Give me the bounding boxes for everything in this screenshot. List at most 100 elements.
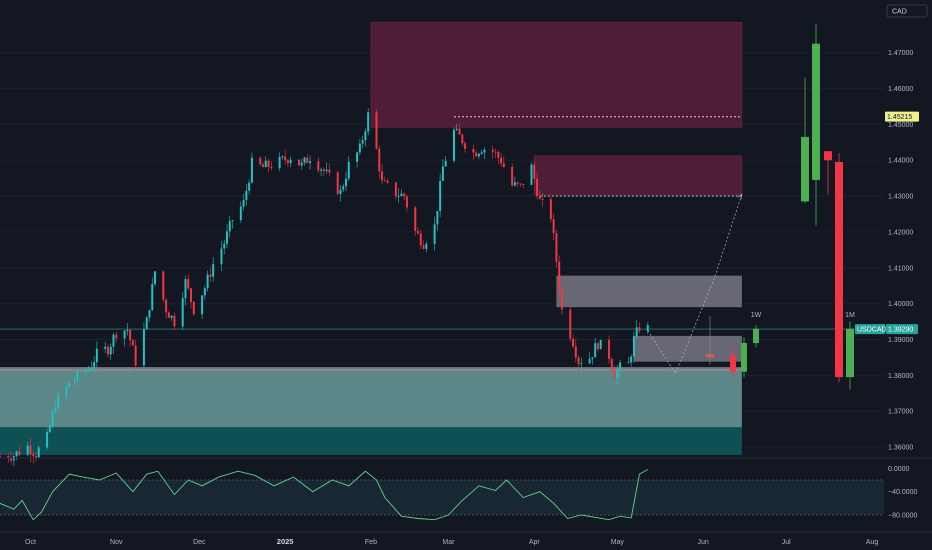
candle-body <box>441 166 444 181</box>
price-tick-label: 1.36000 <box>888 445 913 452</box>
candle-body <box>472 148 475 153</box>
candle-body <box>616 370 619 379</box>
neutral-zone <box>633 335 742 362</box>
candle-body <box>270 166 273 169</box>
candle-body <box>190 288 193 302</box>
candle-body <box>165 299 168 313</box>
candle-body <box>345 178 348 187</box>
candle-body <box>461 134 464 144</box>
rsi-pane <box>0 457 932 521</box>
candle-body <box>26 445 29 455</box>
candle-body <box>278 156 281 169</box>
candle-body <box>364 131 367 141</box>
candle-body <box>223 243 226 249</box>
time-tick-label: Oct <box>25 539 36 546</box>
candle-body <box>403 193 406 197</box>
demand-light-zone <box>0 368 742 428</box>
candle-body <box>187 279 190 289</box>
candle-body <box>320 169 323 171</box>
candle-body <box>201 295 204 315</box>
candle-body <box>18 451 21 455</box>
candle-body <box>383 180 386 182</box>
candle-body <box>162 271 165 300</box>
candle-body <box>569 309 572 339</box>
candle-body <box>444 160 447 167</box>
candle-body <box>325 169 328 172</box>
candle-body <box>184 279 187 299</box>
candle-body <box>76 371 79 381</box>
time-axis[interactable]: Oct Nov Dec 2025 Feb Mar Apr May Jun Jul Aug <box>0 531 932 546</box>
monthly-candle-body <box>801 136 809 202</box>
candle-body <box>400 193 403 197</box>
candle-body <box>109 346 112 355</box>
time-tick-label: 2025 <box>277 537 294 546</box>
time-tick-label: Mar <box>442 539 455 546</box>
candle-body <box>477 153 480 157</box>
weekly-candle-body <box>730 355 736 372</box>
candle-body <box>591 357 594 359</box>
candle-body <box>228 220 231 232</box>
candle-body <box>151 283 154 311</box>
price-tick-label: 1.37000 <box>888 409 913 416</box>
last-price-text: 1.39290 <box>888 327 913 334</box>
candle-body <box>167 312 170 318</box>
weekly-candles: 1W <box>730 312 762 379</box>
projection-arrow <box>737 193 743 200</box>
candle-body <box>70 382 73 384</box>
candle-body <box>422 245 425 249</box>
candle-body <box>336 172 339 195</box>
price-axis[interactable]: 1.47000 1.46000 1.45000 1.44000 1.43000 1.420… <box>888 50 917 519</box>
candle-body <box>596 343 599 350</box>
candle-body <box>322 169 325 172</box>
candle-body <box>381 171 384 181</box>
candle-body <box>502 163 505 167</box>
candle-body <box>500 157 503 164</box>
time-tick-label: Jul <box>782 539 791 546</box>
candle-body <box>170 315 173 318</box>
demand-dark-zone <box>0 427 742 455</box>
neutral-zone <box>556 275 742 308</box>
candle-body <box>455 128 458 130</box>
candle-body <box>90 367 93 370</box>
candle-body <box>303 157 306 163</box>
candle-body <box>46 431 49 448</box>
candle-body <box>558 261 561 290</box>
candle-body <box>375 112 378 149</box>
candle-body <box>131 340 134 346</box>
candle-body <box>367 112 370 132</box>
candle-body <box>419 233 422 246</box>
candle-body <box>452 129 455 161</box>
candle-body <box>112 334 115 347</box>
candle-body <box>73 380 76 383</box>
candle-body <box>519 183 522 185</box>
projection-line <box>647 194 743 375</box>
daily-candles <box>0 108 649 467</box>
candle-body <box>541 198 544 200</box>
candle-body <box>154 271 157 284</box>
candle-body <box>394 182 397 197</box>
price-tick-label: 1.47000 <box>888 50 913 57</box>
rsi-line <box>0 469 648 521</box>
candle-body <box>317 161 320 171</box>
candle-body <box>574 346 577 358</box>
candle-body <box>192 301 195 315</box>
weekly-label: 1W <box>751 312 762 319</box>
marker-price-tag <box>885 111 919 122</box>
price-tick-label: 1.44000 <box>888 158 913 165</box>
candle-body <box>405 196 408 208</box>
candle-body <box>494 151 497 153</box>
candle-body <box>209 274 212 277</box>
candle-body <box>145 317 148 330</box>
candle-body <box>87 369 90 371</box>
candle-body <box>530 164 533 185</box>
weekly-candle-body <box>741 343 747 372</box>
candle-body <box>342 186 345 190</box>
candle-body <box>483 149 486 153</box>
candle-body <box>632 336 635 357</box>
candle-body <box>173 315 176 327</box>
candle-body <box>378 148 381 172</box>
candle-body <box>436 210 439 225</box>
candle-body <box>627 362 630 364</box>
candle-body <box>203 288 206 296</box>
